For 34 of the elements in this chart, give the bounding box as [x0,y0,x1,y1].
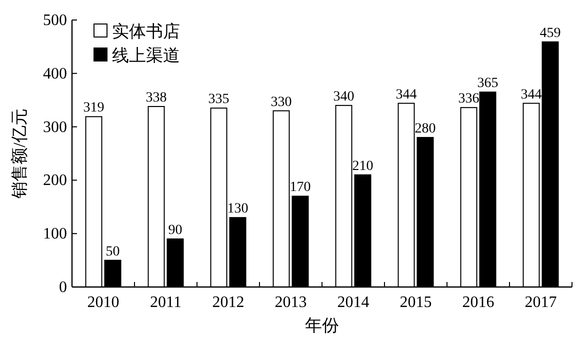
y-tick-label: 300 [43,118,67,136]
x-tick-label: 2012 [212,294,244,311]
x-tick-label: 2011 [150,294,182,311]
y-tick-label: 100 [43,226,67,243]
data-label: 344 [520,87,542,102]
legend-label: 线上渠道 [112,46,180,65]
x-tick-label: 2016 [462,294,494,311]
x-tick-label: 2010 [87,294,120,311]
data-label: 335 [208,92,230,108]
x-tick-label: 2015 [400,294,432,311]
y-tick-label: 200 [43,172,67,190]
data-label: 280 [414,121,436,136]
y-axis-title: 销售额/亿元 [10,108,29,200]
y-tick-label: 500 [43,12,67,29]
data-label: 90 [168,222,182,238]
data-label: 319 [83,100,104,116]
y-tick-label: 400 [43,65,67,82]
x-axis-title: 年份 [305,316,339,335]
y-tick-label: 0 [59,279,67,296]
data-label: 50 [106,244,120,260]
data-label: 340 [333,89,354,104]
data-label: 459 [540,26,561,41]
data-label: 170 [290,180,311,196]
data-label: 210 [352,158,374,174]
data-label: 336 [458,92,480,107]
x-tick-label: 2014 [337,294,370,311]
x-tick-label: 2017 [524,294,557,311]
data-label: 330 [270,94,292,110]
data-label: 130 [227,202,248,217]
data-label: 344 [396,87,417,102]
legend-label: 实体书店 [112,22,180,41]
data-label: 338 [146,90,167,106]
data-label: 365 [477,76,498,92]
x-tick-label: 2013 [274,294,307,311]
